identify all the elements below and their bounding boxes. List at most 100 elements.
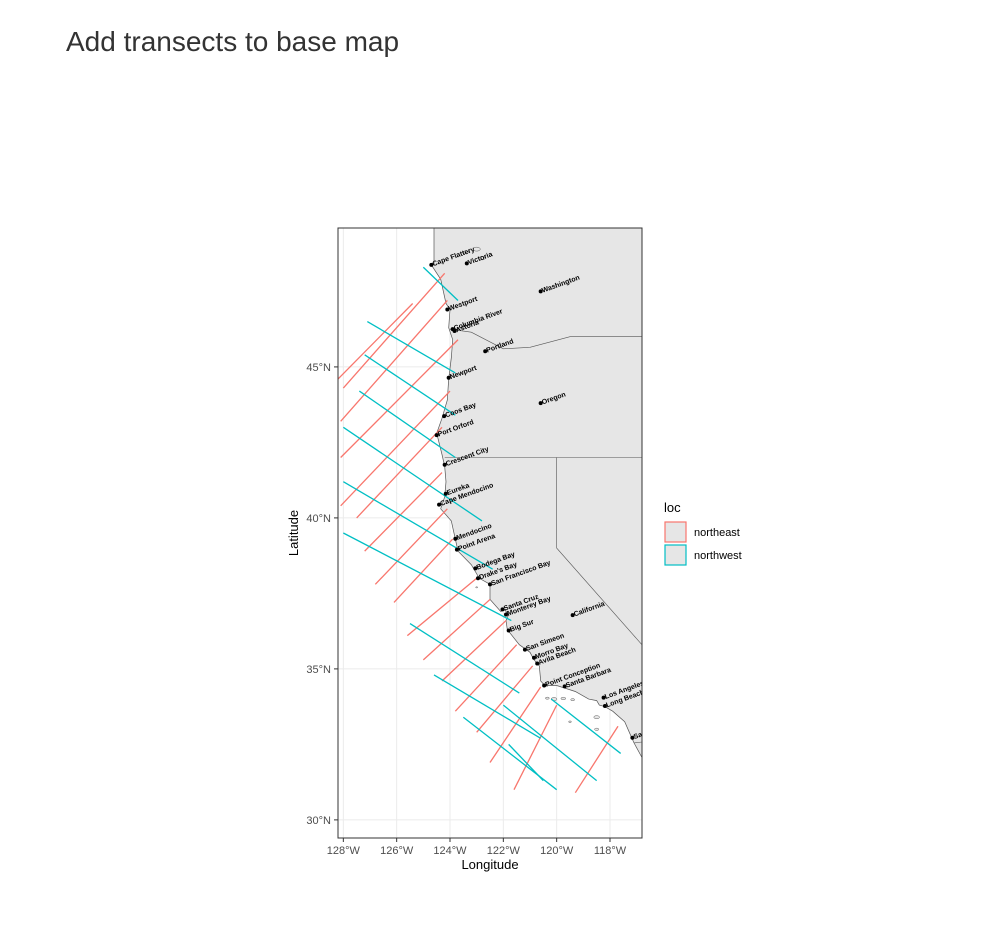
transect-northeast — [374, 508, 448, 585]
place-point — [442, 414, 447, 419]
x-axis: 128°W 126°W 124°W 122°W 120°W 118°W — [327, 838, 627, 857]
place-point — [500, 607, 505, 612]
transect-northeast — [476, 665, 534, 733]
land-layer — [430, 228, 642, 759]
place-point — [488, 582, 492, 587]
land-polygon — [431, 228, 642, 758]
island — [560, 696, 566, 700]
y-axis-title: Latitude — [286, 510, 301, 556]
y-tick-label: 35°N — [306, 664, 331, 676]
place-point — [442, 462, 447, 467]
y-tick-label: 45°N — [306, 362, 331, 374]
legend-key-northeast: northeast — [664, 521, 740, 543]
place-point — [538, 289, 543, 294]
place-point — [483, 349, 488, 354]
x-tick-label: 118°W — [594, 845, 627, 857]
transect-northeast — [356, 426, 443, 519]
islands — [463, 246, 600, 731]
x-tick-label: 122°W — [487, 845, 521, 857]
island — [594, 727, 599, 731]
island — [475, 586, 478, 589]
transect-northeast — [393, 538, 454, 603]
state-borders — [444, 328, 642, 744]
transect-northwest — [343, 481, 493, 570]
place-point — [437, 502, 442, 507]
transect-northeast — [513, 704, 558, 790]
place-point — [535, 661, 540, 666]
transect-lines — [338, 266, 622, 794]
transect-northwest — [508, 743, 544, 782]
place-point — [443, 491, 448, 496]
place-point — [450, 327, 455, 332]
transect-northeast — [340, 390, 451, 507]
transect-northwest — [502, 704, 598, 782]
map-panel-border — [337, 227, 643, 839]
transect-northwest — [550, 698, 622, 754]
transect-northwest — [342, 426, 483, 522]
legend-swatch-northwest — [664, 544, 687, 566]
island — [545, 696, 550, 700]
legend-title: loc — [664, 500, 681, 515]
legend: loc northeast northwest — [664, 500, 742, 566]
island — [463, 250, 469, 254]
state-border — [556, 457, 642, 646]
place-point — [429, 262, 434, 267]
place-point — [542, 683, 547, 688]
place-point — [532, 655, 536, 660]
transect-northeast — [574, 725, 619, 794]
transect-northeast — [342, 272, 446, 389]
y-tick-label: 30°N — [306, 815, 331, 827]
place-point — [602, 704, 607, 709]
x-axis-title: Longitude — [461, 857, 518, 872]
state-border — [449, 328, 642, 350]
transect-northeast — [338, 303, 414, 380]
transect-northeast — [489, 686, 542, 763]
place-point — [453, 536, 458, 541]
transect-northeast — [422, 598, 491, 661]
place-point — [504, 612, 508, 617]
island — [570, 698, 575, 701]
transect-northwest — [343, 532, 512, 622]
transect-northeast — [340, 300, 448, 422]
transect-northwest — [364, 354, 456, 416]
place-point — [454, 547, 459, 552]
place-point — [464, 261, 469, 266]
transect-northeast — [340, 339, 459, 458]
transect-northeast — [454, 644, 518, 712]
transect-northeast — [406, 577, 478, 637]
island — [593, 715, 600, 719]
transect-northwest — [358, 390, 456, 459]
transect-northwest — [422, 266, 459, 301]
transect-northwest — [433, 674, 541, 739]
transect-northeast — [441, 620, 507, 682]
x-tick-label: 120°W — [540, 845, 574, 857]
place-point — [570, 613, 575, 618]
legend-label-northeast: northeast — [694, 527, 740, 539]
place-point — [445, 307, 450, 312]
legend-key-northwest: northwest — [664, 544, 742, 566]
place-point — [562, 684, 567, 689]
page-title: Add transects to base map — [66, 26, 400, 57]
place-point — [434, 433, 439, 438]
transect-northwest — [367, 321, 456, 374]
island — [568, 720, 572, 723]
place-point — [601, 695, 606, 700]
y-tick-label: 40°N — [306, 513, 331, 525]
x-tick-label: 128°W — [327, 845, 361, 857]
y-axis: 30°N 35°N 40°N 45°N — [306, 362, 338, 827]
legend-swatch-northeast — [664, 521, 687, 543]
x-tick-label: 124°W — [433, 845, 467, 857]
state-border — [633, 741, 642, 744]
coastline — [430, 228, 642, 759]
transect-northwest — [409, 623, 520, 694]
place-point — [476, 576, 480, 581]
place-point — [446, 375, 451, 380]
place-label: San Diego — [633, 723, 668, 741]
place-point — [506, 628, 511, 633]
island — [472, 246, 481, 252]
place-point — [538, 401, 543, 406]
x-tick-label: 126°W — [380, 845, 414, 857]
legend-label-northwest: northwest — [694, 550, 742, 562]
place-point — [473, 566, 478, 571]
